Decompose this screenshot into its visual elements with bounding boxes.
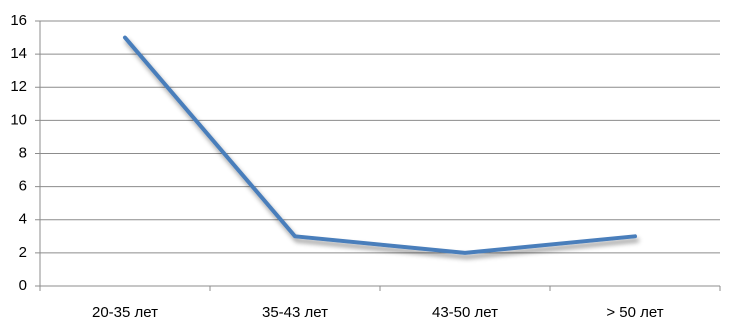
x-tick-label: 20-35 лет [92, 304, 158, 321]
y-tick-label: 10 [10, 111, 27, 128]
x-tick-label: 43-50 лет [432, 304, 498, 321]
y-tick-label: 0 [19, 277, 27, 294]
x-tick-label: > 50 лет [606, 304, 663, 321]
y-tick-label: 12 [10, 78, 27, 95]
y-tick-label: 2 [19, 244, 27, 261]
y-tick-label: 4 [19, 211, 27, 228]
x-tick-label: 35-43 лет [262, 304, 328, 321]
line [123, 35, 637, 255]
y-tick-label: 8 [19, 144, 27, 161]
y-tick-label: 14 [10, 45, 27, 62]
y-tick-label: 6 [19, 178, 27, 195]
y-tick-label: 16 [10, 12, 27, 29]
